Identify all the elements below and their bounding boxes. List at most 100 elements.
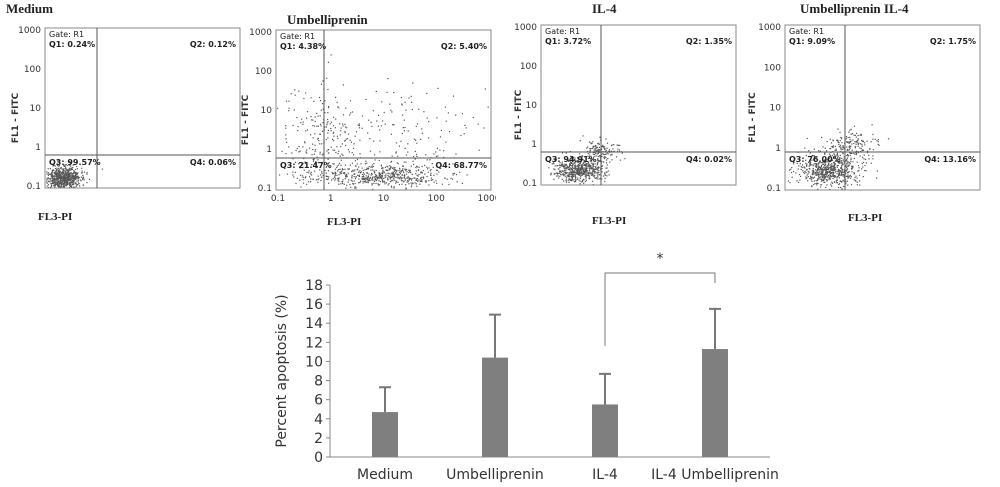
event-dot <box>341 168 344 170</box>
event-dot <box>595 147 598 149</box>
event-dot <box>851 149 853 151</box>
event-dot <box>573 168 575 170</box>
quadrant-label-q3: Q3: 94.91% <box>545 155 597 164</box>
event-dot <box>52 179 55 181</box>
event-dot <box>450 177 452 179</box>
event-dot <box>834 168 836 170</box>
event-dot <box>69 175 71 177</box>
event-dot <box>619 144 621 146</box>
panel-title: Umbelliprenin <box>287 12 368 27</box>
event-dot <box>846 141 848 143</box>
event-dot <box>359 172 361 174</box>
event-dot <box>309 176 311 178</box>
event-dot <box>54 182 56 184</box>
event-dot <box>405 109 407 111</box>
event-dot <box>374 179 376 181</box>
event-dot <box>340 183 342 185</box>
event-dot <box>71 174 73 176</box>
event-dot <box>371 178 373 180</box>
event-dot <box>854 134 856 136</box>
event-dot <box>389 168 391 170</box>
event-dot <box>560 164 562 166</box>
event-dot <box>811 173 813 176</box>
event-dot <box>568 175 570 178</box>
event-dot <box>390 167 392 169</box>
event-dot <box>559 175 561 177</box>
event-dot <box>405 173 408 175</box>
event-dot <box>846 149 848 151</box>
event-dot <box>70 174 72 176</box>
event-dot <box>291 152 293 154</box>
event-dot <box>833 172 835 174</box>
event-dot <box>56 171 58 173</box>
event-dot <box>583 159 585 162</box>
event-dot <box>589 160 591 162</box>
event-dot <box>73 186 75 188</box>
event-dot <box>822 169 824 171</box>
event-dot <box>64 170 67 172</box>
event-dot <box>571 170 573 172</box>
event-dot <box>49 173 51 175</box>
event-dot <box>303 97 305 100</box>
event-dot <box>846 160 848 162</box>
event-dot <box>803 171 805 173</box>
event-dot <box>826 159 829 161</box>
event-dot <box>815 165 817 167</box>
event-dot <box>581 155 583 157</box>
event-dot <box>309 147 311 149</box>
event-dot <box>843 185 845 188</box>
event-dot <box>50 186 52 188</box>
event-dot <box>332 178 334 180</box>
event-dot <box>584 181 587 183</box>
event-dot <box>830 172 832 174</box>
event-dot <box>327 149 329 151</box>
event-dot <box>838 142 840 144</box>
event-dot <box>83 179 85 181</box>
event-dot <box>417 169 419 172</box>
event-dot <box>604 153 606 155</box>
event-dot <box>52 178 54 180</box>
event-dot <box>294 89 296 91</box>
event-dot <box>341 181 343 183</box>
event-dot <box>350 112 352 114</box>
event-dot <box>61 180 63 182</box>
event-dot <box>75 172 77 174</box>
event-dot <box>426 159 428 161</box>
event-dot <box>310 173 312 175</box>
event-dot <box>354 169 356 171</box>
event-dot <box>333 135 335 137</box>
event-dot <box>389 165 391 167</box>
event-dot <box>565 168 567 170</box>
event-dot <box>809 152 811 154</box>
event-dot <box>602 175 605 177</box>
x-axis-label: FL3-PI <box>38 211 73 223</box>
event-dot <box>483 127 485 129</box>
event-dot <box>577 157 579 160</box>
event-dot <box>333 116 335 118</box>
event-dot <box>849 162 851 164</box>
event-dot <box>855 175 857 177</box>
event-dot <box>68 174 70 176</box>
event-dot <box>410 165 412 167</box>
event-dot <box>416 180 418 182</box>
event-dot <box>378 174 381 176</box>
event-dot <box>808 150 810 152</box>
event-dot <box>420 177 422 179</box>
event-dot <box>574 171 576 173</box>
event-dot <box>839 131 841 133</box>
event-dot <box>834 174 836 177</box>
event-dot <box>596 146 598 148</box>
event-dot <box>874 138 876 140</box>
event-dot <box>857 143 859 145</box>
event-dot <box>571 168 573 170</box>
event-dot <box>848 145 850 147</box>
event-dot <box>820 178 822 180</box>
event-dot <box>393 177 395 179</box>
plot-frame <box>275 29 492 191</box>
event-dot <box>416 155 418 157</box>
event-dot <box>381 178 383 180</box>
event-dot <box>333 163 335 165</box>
event-dot <box>403 119 405 121</box>
event-dot <box>805 155 807 157</box>
event-dot <box>373 172 375 174</box>
